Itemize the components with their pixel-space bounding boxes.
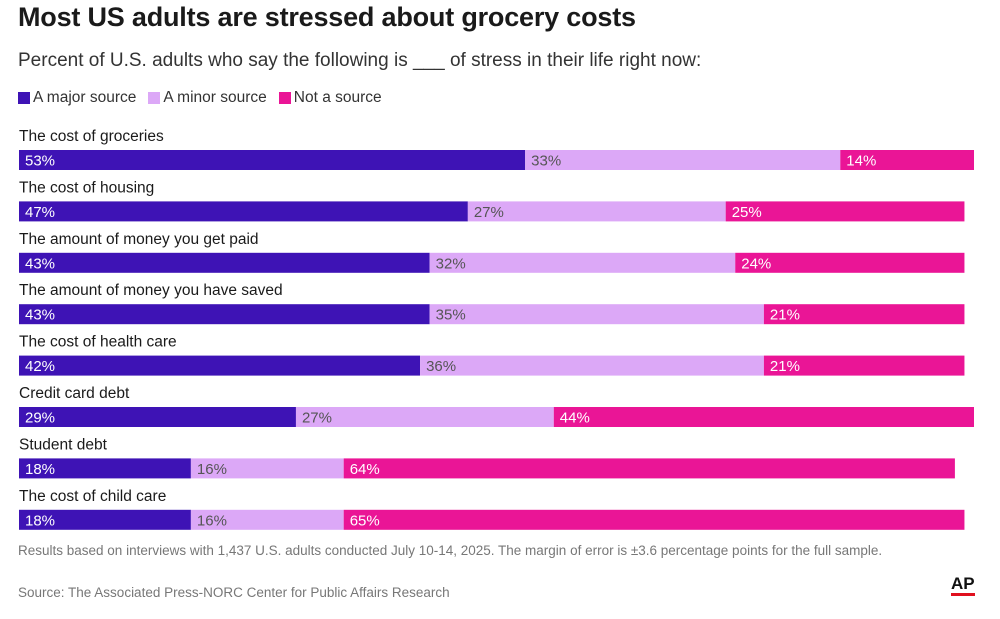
value-label-student-debt-not-a-source: 64%	[350, 461, 380, 478]
legend-label-major: A major source	[33, 89, 137, 106]
legend-item-none: Not a source	[278, 89, 382, 107]
value-label-credit-card-debt-a-minor-source: 27%	[302, 410, 332, 427]
bar-the-cost-of-health-care-a-minor-source	[420, 355, 764, 376]
bar-student-debt-a-minor-source	[190, 458, 344, 479]
value-label-the-cost-of-groceries-not-a-source: 14%	[846, 153, 876, 170]
footnote: Results based on interviews with 1,437 U…	[18, 543, 883, 558]
value-label-the-cost-of-child-care-not-a-source: 65%	[350, 512, 380, 529]
value-label-the-cost-of-housing-a-minor-source: 27%	[474, 204, 504, 221]
legend-item-minor: A minor source	[148, 89, 267, 107]
legend: A major source A minor source Not a sour…	[18, 89, 382, 107]
value-label-the-cost-of-groceries-a-minor-source: 33%	[531, 153, 561, 170]
bar-the-cost-of-housing-not-a-source	[725, 201, 965, 222]
value-label-credit-card-debt-not-a-source: 44%	[560, 410, 590, 427]
legend-label-minor: A minor source	[163, 89, 267, 106]
bar-the-cost-of-housing-a-major-source	[19, 201, 468, 222]
category-label-the-amount-of-money-you-get-paid: The amount of money you get paid	[19, 231, 259, 248]
bar-the-cost-of-housing-a-minor-source	[467, 201, 726, 222]
value-label-the-amount-of-money-you-get-paid-a-minor-source: 32%	[436, 255, 466, 272]
bar-the-amount-of-money-you-get-paid-not-a-source	[735, 252, 965, 273]
category-label-the-cost-of-groceries: The cost of groceries	[19, 128, 164, 145]
bar-student-debt-not-a-source	[343, 458, 955, 479]
value-label-the-amount-of-money-you-have-saved-a-minor-source: 35%	[436, 307, 466, 324]
bar-the-amount-of-money-you-have-saved-not-a-source	[763, 304, 965, 325]
value-label-the-cost-of-health-care-a-major-source: 42%	[25, 358, 55, 375]
legend-label-none: Not a source	[293, 89, 382, 106]
bar-the-amount-of-money-you-get-paid-a-minor-source	[429, 252, 736, 273]
stacked-bar-chart: The cost of groceries 53% 33% 14% The cost o…	[19, 128, 974, 530]
bar-credit-card-debt-a-major-source	[19, 407, 296, 427]
legend-swatch-major	[18, 92, 30, 104]
legend-swatch-minor	[148, 92, 161, 104]
category-label-credit-card-debt: Credit card debt	[19, 385, 130, 402]
bar-the-amount-of-money-you-have-saved-a-major-source	[19, 304, 430, 325]
value-label-the-cost-of-groceries-a-major-source: 53%	[25, 153, 55, 170]
chart-title: Most US adults are stressed about grocer…	[18, 2, 636, 32]
ap-logo: AP	[951, 575, 975, 596]
value-label-credit-card-debt-a-major-source: 29%	[25, 410, 55, 427]
bar-the-cost-of-groceries-not-a-source	[840, 150, 974, 170]
bar-student-debt-a-major-source	[19, 458, 191, 479]
source-note: Source: The Associated Press-NORC Center…	[18, 585, 450, 600]
value-label-the-amount-of-money-you-have-saved-a-major-source: 43%	[25, 307, 55, 324]
bar-the-cost-of-health-care-not-a-source	[763, 355, 965, 376]
chart-subtitle: Percent of U.S. adults who say the follo…	[18, 50, 702, 71]
value-label-the-amount-of-money-you-get-paid-not-a-source: 24%	[741, 255, 771, 272]
bar-the-cost-of-child-care-not-a-source	[343, 509, 965, 530]
bar-credit-card-debt-not-a-source	[553, 407, 974, 427]
value-label-the-cost-of-housing-not-a-source: 25%	[732, 204, 762, 221]
value-label-student-debt-a-minor-source: 16%	[197, 461, 227, 478]
value-label-the-cost-of-health-care-not-a-source: 21%	[770, 358, 800, 375]
bar-the-amount-of-money-you-have-saved-a-minor-source	[429, 304, 764, 325]
bar-the-cost-of-groceries-a-major-source	[19, 150, 526, 170]
bar-the-cost-of-health-care-a-major-source	[19, 355, 421, 376]
value-label-the-cost-of-housing-a-major-source: 47%	[25, 204, 55, 221]
legend-swatch-none	[278, 92, 291, 104]
category-label-the-cost-of-child-care: The cost of child care	[19, 488, 166, 505]
category-label-the-amount-of-money-you-have-saved: The amount of money you have saved	[19, 282, 283, 299]
bar-the-cost-of-groceries-a-minor-source	[525, 150, 841, 170]
value-label-the-amount-of-money-you-get-paid-a-major-source: 43%	[25, 255, 55, 272]
value-label-the-cost-of-child-care-a-major-source: 18%	[25, 512, 55, 529]
legend-item-major: A major source	[18, 89, 136, 107]
category-label-the-cost-of-health-care: The cost of health care	[19, 334, 177, 351]
bar-the-amount-of-money-you-get-paid-a-major-source	[19, 252, 430, 273]
bar-credit-card-debt-a-minor-source	[295, 407, 554, 427]
value-label-student-debt-a-major-source: 18%	[25, 461, 55, 478]
value-label-the-cost-of-child-care-a-minor-source: 16%	[197, 512, 227, 529]
bar-the-cost-of-child-care-a-minor-source	[190, 509, 344, 530]
value-label-the-cost-of-health-care-a-minor-source: 36%	[426, 358, 456, 375]
category-label-student-debt: Student debt	[19, 436, 108, 453]
category-label-the-cost-of-housing: The cost of housing	[19, 179, 154, 196]
value-label-the-amount-of-money-you-have-saved-not-a-source: 21%	[770, 307, 800, 324]
bar-the-cost-of-child-care-a-major-source	[19, 509, 191, 530]
